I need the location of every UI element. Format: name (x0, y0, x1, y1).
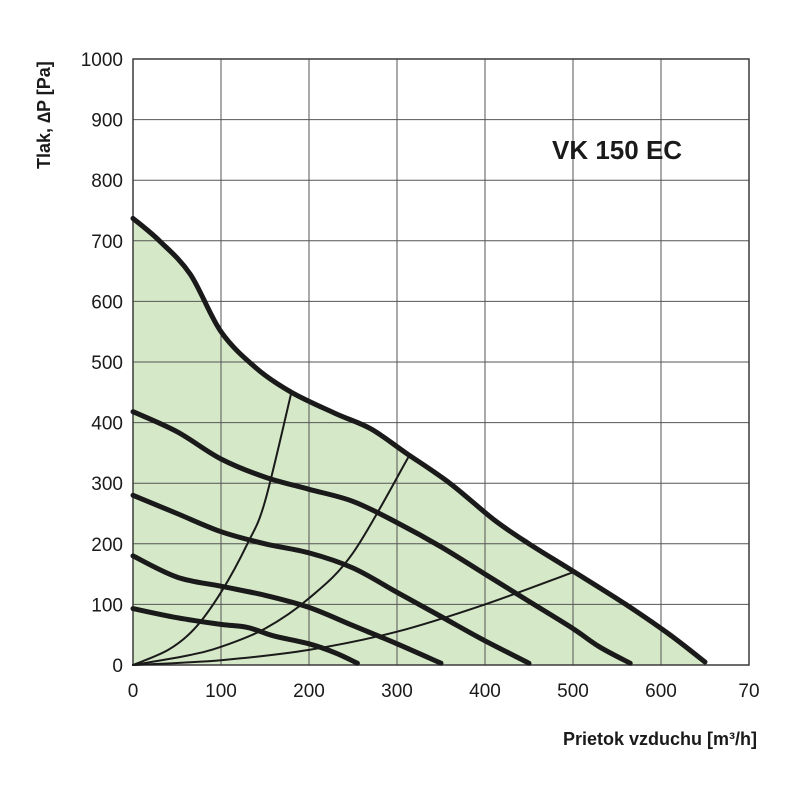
fan-curve (130, 409, 633, 666)
y-tick-label: 600 (91, 292, 123, 313)
y-tick-label: 0 (112, 656, 123, 677)
fan-curves (130, 215, 708, 666)
y-tick-labels: 0 100 200 300 400 500 600 700 800 900 1000 (81, 50, 123, 677)
x-tick-label: 500 (557, 681, 589, 702)
x-tick-label: 400 (469, 681, 501, 702)
y-tick-label: 700 (91, 232, 123, 253)
x-tick-label: 300 (381, 681, 413, 702)
fan-curve (130, 606, 360, 666)
y-tick-label: 800 (91, 171, 123, 192)
y-tick-label: 200 (91, 535, 123, 556)
system-curves (132, 391, 574, 666)
operating-area (133, 218, 705, 665)
y-tick-label: 400 (91, 414, 123, 435)
fan-curve (130, 492, 532, 666)
x-tick-label: 0 (128, 681, 139, 702)
system-curve (132, 456, 410, 666)
x-tick-label: 100 (205, 681, 237, 702)
y-axis-label: Tlak, ∆P [Pa] (34, 61, 54, 169)
x-axis-label: Prietok vzduchu [m³/h] (563, 729, 757, 749)
y-tick-label: 300 (91, 474, 123, 495)
system-curve (132, 391, 293, 666)
x-tick-label: 70 (738, 681, 759, 702)
grid-lines (132, 58, 750, 666)
y-tick-label: 500 (91, 353, 123, 374)
fan-curve (130, 215, 708, 665)
x-tick-labels: 0 100 200 300 400 500 600 70 (128, 681, 760, 702)
y-tick-label: 1000 (81, 50, 123, 71)
x-tick-label: 600 (645, 681, 677, 702)
fan-curve (130, 553, 444, 666)
chart-title: VK 150 EC (552, 135, 682, 165)
system-curve (132, 571, 574, 666)
y-tick-label: 900 (91, 111, 123, 132)
x-tick-label: 200 (293, 681, 325, 702)
y-tick-label: 100 (91, 595, 123, 616)
